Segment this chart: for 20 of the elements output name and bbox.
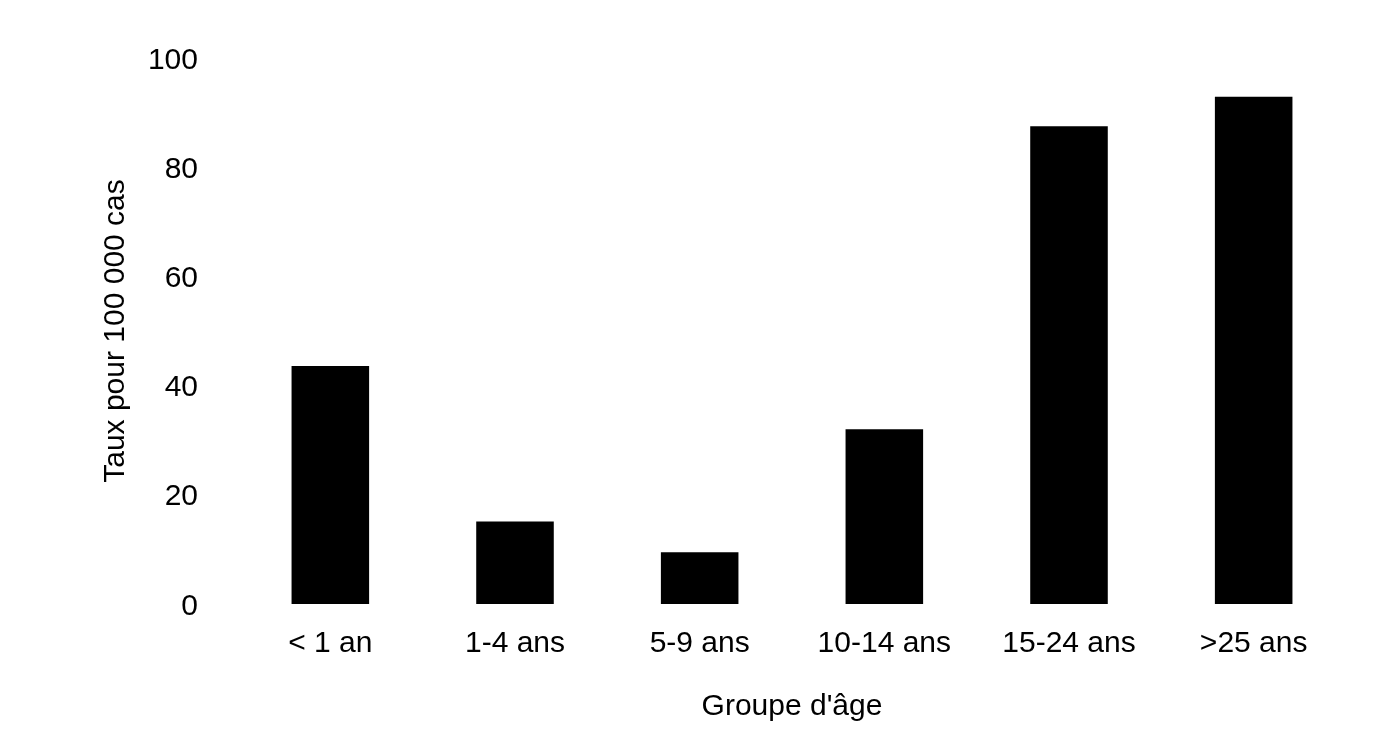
x-tick-label: 15-24 ans xyxy=(1002,624,1136,658)
y-tick-label: 40 xyxy=(164,369,198,403)
x-tick-label: < 1 an xyxy=(288,624,373,658)
x-tick-label: 10-14 ans xyxy=(817,624,952,658)
bar xyxy=(1030,126,1108,604)
x-tick-label: >25 ans xyxy=(1199,624,1308,658)
bar xyxy=(1214,96,1293,604)
bar xyxy=(476,521,554,604)
y-tick-label: 60 xyxy=(164,259,198,293)
x-axis-title: Groupe d'âge xyxy=(701,687,883,721)
bar xyxy=(291,365,370,604)
y-tick-label: 100 xyxy=(147,41,198,75)
y-axis-title: Taux pour 100 000 cas xyxy=(96,179,130,483)
y-tick-label: 20 xyxy=(164,478,198,512)
x-tick-label: 1-4 ans xyxy=(464,624,566,658)
bar xyxy=(845,429,924,604)
x-tick-label: 5-9 ans xyxy=(649,624,750,658)
bar xyxy=(660,552,739,604)
y-tick-label: 80 xyxy=(164,150,198,184)
y-tick-label: 0 xyxy=(181,587,198,621)
